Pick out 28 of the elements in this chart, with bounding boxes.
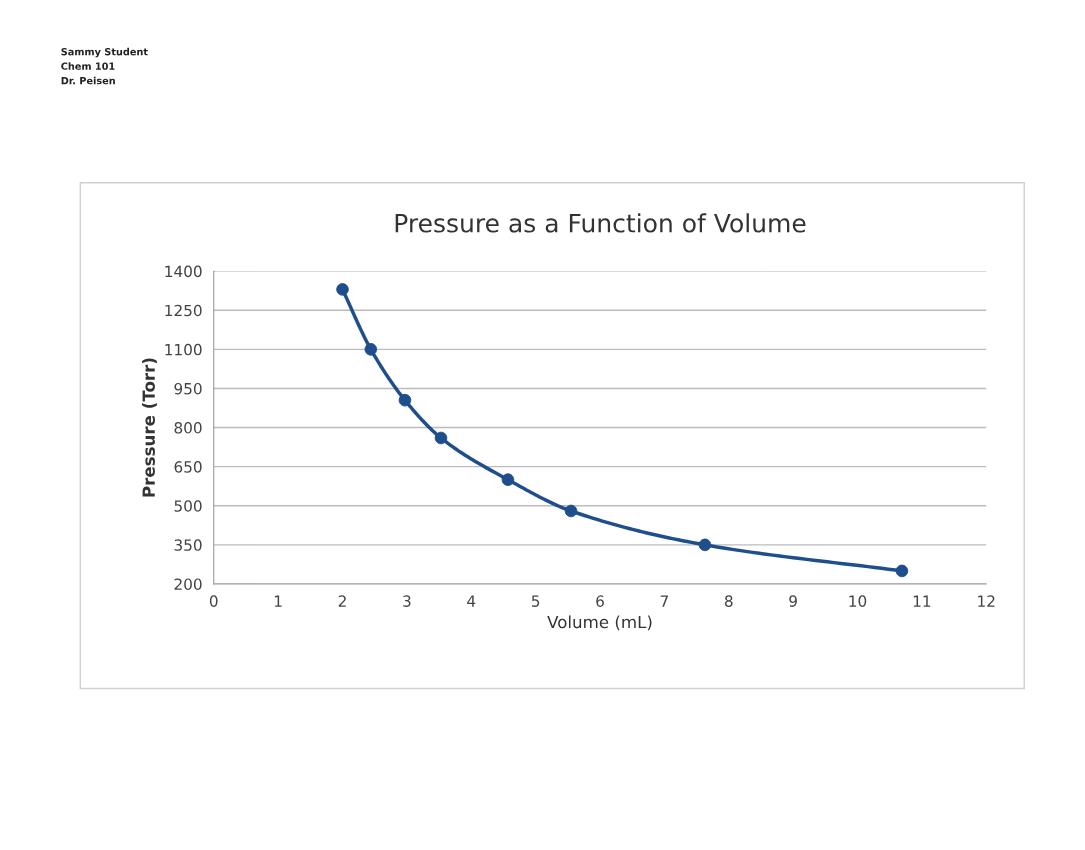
y-tick-label: 650 (174, 461, 202, 473)
text: Chem 101 (61, 62, 115, 70)
x-tick-label: 2 (338, 595, 346, 607)
x-tick-label: 4 (467, 595, 476, 607)
x-tick-label: 7 (660, 595, 668, 607)
x-tick-label: 3 (403, 595, 411, 607)
x-tick-label: 1 (274, 595, 282, 607)
y-tick-label: 950 (174, 382, 202, 395)
x-tick-label: 10 (849, 595, 867, 607)
x-tick-label: 9 (789, 595, 797, 607)
x-tick-label: 0 (209, 595, 218, 607)
text: Dr. Peisen (61, 76, 115, 85)
y-tick-label: 1400 (165, 265, 202, 278)
y-tick-label: 200 (174, 578, 202, 590)
y-tick-label: 1250 (165, 304, 202, 317)
y-axis-title: Pressure (Torr) (142, 358, 157, 497)
y-tick-label: 350 (174, 539, 202, 551)
x-tick-label: 8 (724, 595, 733, 607)
y-tick-label: 800 (174, 422, 202, 434)
x-tick-label: 11 (913, 595, 931, 607)
y-tick-label: 1100 (165, 343, 202, 356)
chart-title: Pressure as a Function of Volume (395, 213, 806, 233)
x-tick-label: 5 (531, 595, 540, 607)
x-axis-title: Volume (mL) (547, 615, 652, 631)
y-tick-label: 500 (174, 500, 202, 512)
x-tick-label: 6 (596, 595, 604, 607)
text: Sammy Student (61, 47, 148, 58)
x-tick-label: 12 (978, 595, 995, 607)
